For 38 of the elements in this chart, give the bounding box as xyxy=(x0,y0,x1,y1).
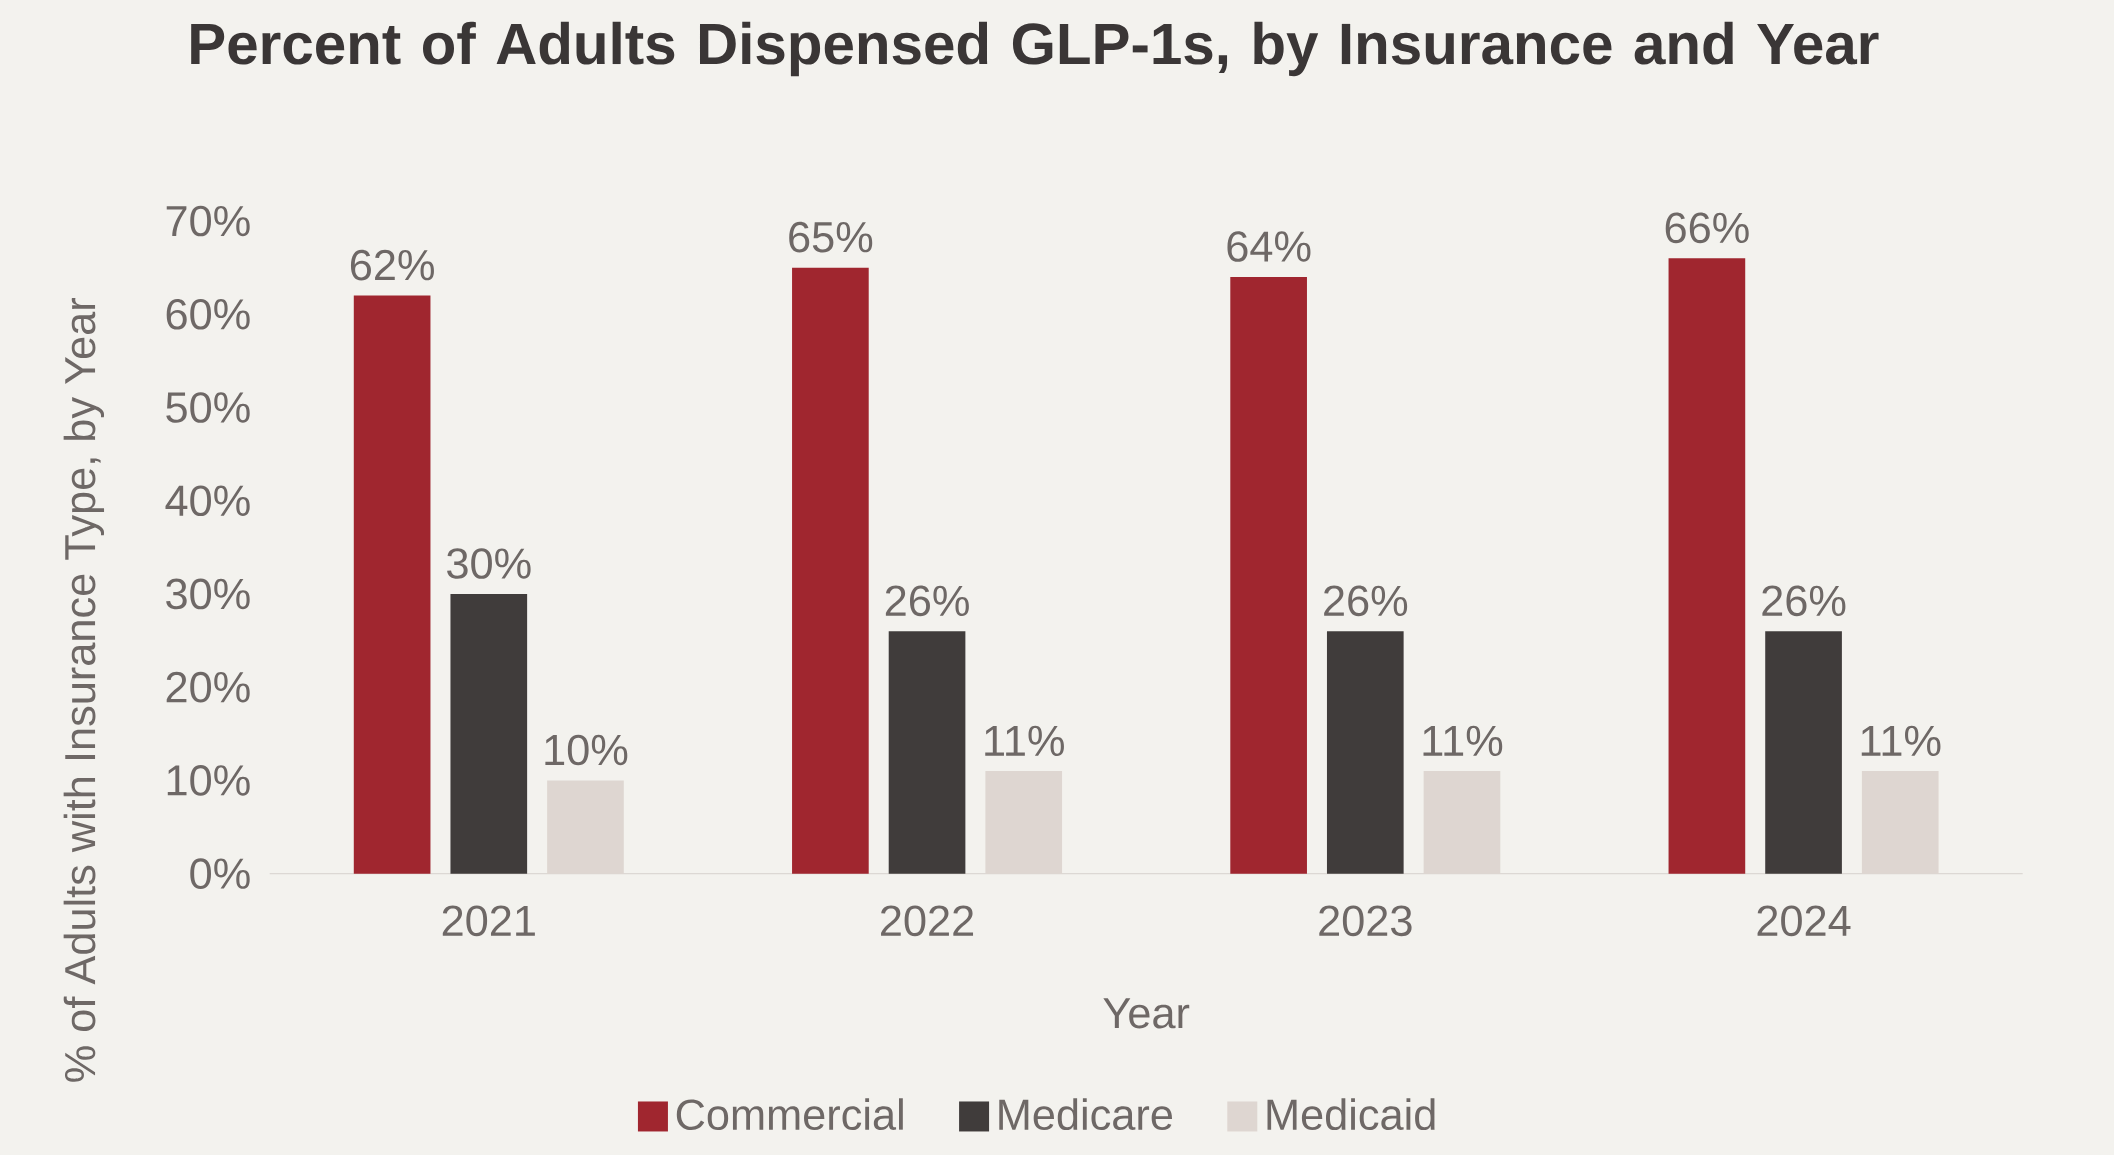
y-tick-label: 40% xyxy=(165,485,250,517)
legend-label: Medicaid xyxy=(1267,1098,1435,1131)
data-label: 26% xyxy=(885,585,969,617)
bar xyxy=(792,267,869,874)
bar xyxy=(353,295,431,874)
bar xyxy=(1326,631,1404,874)
data-label: 11% xyxy=(1423,725,1503,757)
data-label: 30% xyxy=(447,548,531,579)
data-label: 26% xyxy=(1762,585,1846,617)
data-label: 26% xyxy=(1324,585,1408,617)
x-tick-label: 2023 xyxy=(1319,905,1412,937)
data-label: 64% xyxy=(1227,231,1311,262)
y-tick-label: 30% xyxy=(166,578,250,610)
bar xyxy=(888,631,966,874)
data-label: 10% xyxy=(545,734,628,766)
y-tick-label: 20% xyxy=(166,671,250,703)
data-label: 62% xyxy=(350,249,434,281)
bar xyxy=(1230,276,1307,874)
data-label: 65% xyxy=(789,221,873,253)
chart-title: Percent of Adults Dispensed GLP-1s, by Insurance and Year xyxy=(191,21,1879,77)
bar xyxy=(450,593,528,874)
data-label: 11% xyxy=(1861,725,1941,757)
bar xyxy=(1668,258,1746,874)
y-tick-label: 60% xyxy=(166,298,250,330)
data-label: 11% xyxy=(985,725,1064,757)
x-tick-label: 2021 xyxy=(442,905,535,937)
legend-label: Medicare xyxy=(999,1098,1172,1131)
bar xyxy=(1765,631,1842,874)
x-axis-title: Year xyxy=(1103,998,1190,1029)
y-tick-label: 0% xyxy=(190,858,250,890)
y-tick-label: 10% xyxy=(167,765,250,796)
y-tick-label: 50% xyxy=(166,392,250,423)
data-label: 66% xyxy=(1665,212,1749,244)
x-tick-label: 2024 xyxy=(1757,905,1851,937)
legend-label: Commercial xyxy=(676,1098,903,1131)
x-tick-label: 2022 xyxy=(881,905,974,937)
y-axis-title: % of Adults with Insurance Type, by Year xyxy=(63,298,105,1082)
y-tick-label: 70% xyxy=(166,205,250,237)
